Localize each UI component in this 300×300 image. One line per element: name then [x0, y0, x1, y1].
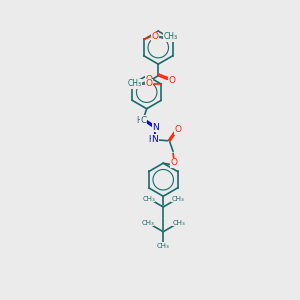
Text: O: O	[170, 158, 177, 167]
Text: H: H	[136, 116, 142, 125]
Text: CH₃: CH₃	[141, 220, 154, 226]
Text: O: O	[175, 125, 182, 134]
Text: CH₃: CH₃	[157, 243, 169, 249]
Text: O: O	[146, 80, 153, 88]
Text: C: C	[140, 116, 146, 125]
Text: O: O	[151, 32, 158, 41]
Text: O: O	[168, 76, 175, 85]
Text: CH₃: CH₃	[142, 196, 155, 202]
Text: CH₃: CH₃	[127, 80, 141, 88]
Text: H: H	[148, 135, 154, 144]
Text: N: N	[152, 135, 158, 144]
Text: O: O	[145, 75, 152, 84]
Text: CH₃: CH₃	[172, 220, 185, 226]
Text: CH₃: CH₃	[163, 32, 177, 41]
Text: CH₃: CH₃	[172, 196, 184, 202]
Text: N: N	[152, 123, 159, 132]
